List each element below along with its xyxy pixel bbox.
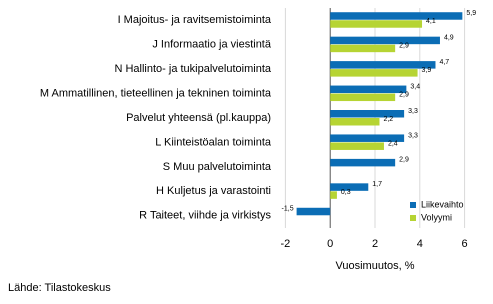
legend-label: Volyymi: [421, 212, 452, 222]
value-label: 2,4: [388, 140, 398, 147]
bar: [330, 118, 380, 126]
x-tick-label: 2: [372, 238, 378, 250]
value-label: 2,2: [383, 116, 393, 123]
y-tick-label: S Muu palvelutoiminta: [163, 161, 272, 173]
value-label: 4,1: [426, 18, 436, 25]
bar: [330, 61, 436, 69]
value-label: 3,9: [422, 67, 432, 74]
bar: [330, 93, 396, 102]
y-tick-label: Palvelut yhteensä (pl.kauppa): [126, 112, 271, 124]
y-tick-label: N Hallinto- ja tukipalvelutoiminta: [114, 63, 271, 75]
y-tick-label: I Majoitus- ja ravitsemistoiminta: [118, 14, 272, 26]
value-label: 2,9: [399, 157, 409, 164]
value-label: 4,9: [444, 35, 454, 42]
bar: [330, 85, 407, 94]
value-label: 5,9: [466, 10, 476, 17]
bar: [330, 36, 440, 45]
bar: [330, 44, 396, 53]
bar: [330, 20, 423, 28]
x-tick-label: 0: [327, 238, 333, 250]
value-label: 2,9: [399, 91, 409, 98]
legend-label: Liikevaihto: [421, 199, 464, 209]
value-label: 3,3: [408, 132, 418, 139]
legend-swatch: [410, 215, 416, 221]
bar: [330, 191, 337, 199]
value-label: 0,3: [341, 189, 351, 196]
y-tick-label: J Informaatio ja viestintä: [152, 39, 271, 51]
bar: [330, 12, 463, 20]
y-tick-label: H Kuljetus ja varastointi: [156, 185, 271, 197]
value-label: 1,7: [372, 181, 382, 188]
value-label: -1,5: [282, 206, 294, 213]
bar: [330, 158, 396, 167]
x-tick-label: 4: [417, 238, 423, 250]
bar: [330, 134, 405, 142]
x-axis-label: Vuosimuutos, %: [335, 260, 414, 272]
y-tick-label: L Kiinteistöalan toiminta: [155, 136, 272, 148]
bar: [330, 69, 418, 77]
x-tick-label: 6: [462, 238, 468, 250]
y-tick-label: R Taiteet, viihde ja virkistys: [139, 210, 271, 222]
value-label: 2,9: [399, 43, 409, 50]
y-tick-label: M Ammatillinen, tieteellinen ja tekninen…: [40, 87, 272, 99]
bar: [296, 207, 331, 216]
source: Lähde: Tilastokeskus: [8, 282, 111, 294]
value-label: 4,7: [439, 59, 449, 66]
bar: [330, 142, 384, 150]
value-label: 3,4: [410, 83, 420, 90]
value-label: 3,3: [408, 108, 418, 115]
bar: [330, 183, 369, 191]
bar: [330, 110, 405, 118]
legend-swatch: [410, 202, 416, 208]
x-tick-label: -2: [281, 238, 291, 250]
